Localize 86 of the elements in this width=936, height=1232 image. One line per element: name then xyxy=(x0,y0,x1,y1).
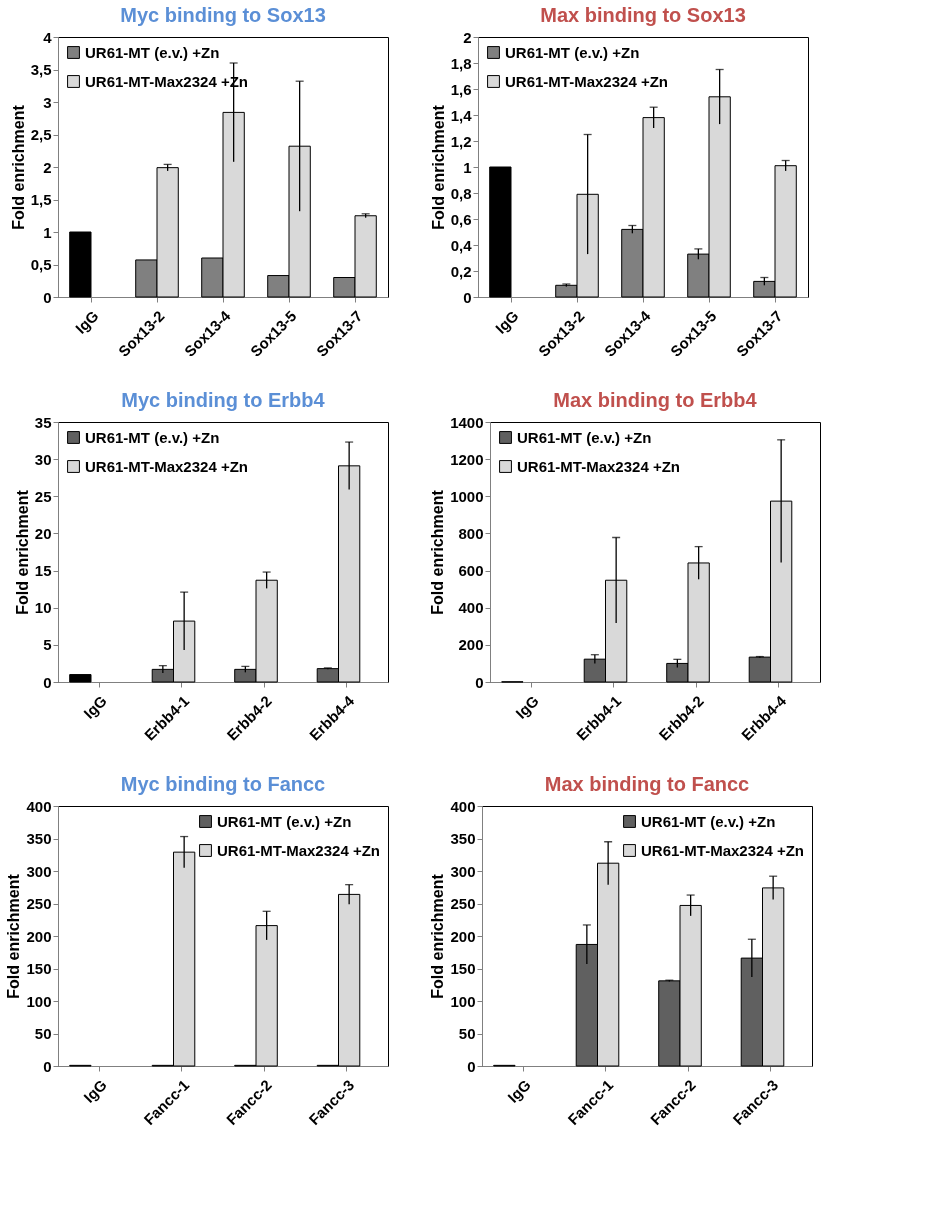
y-tick-label: 10 xyxy=(34,599,52,617)
legend-label: UR61-MT (e.v.) +Zn xyxy=(85,428,220,446)
y-tick-label: 0,4 xyxy=(450,236,473,254)
y-tick-label: 1000 xyxy=(450,487,484,505)
y-tick-label: 4 xyxy=(43,28,53,46)
legend-label: UR61-MT-Max2324 +Zn xyxy=(641,841,804,859)
x-tick-label: IgG xyxy=(512,692,542,722)
y-tick-label: 15 xyxy=(34,562,52,580)
y-tick-label: 20 xyxy=(34,524,52,542)
y-tick-label: 5 xyxy=(43,636,52,654)
y-tick-label: 2 xyxy=(463,28,472,46)
legend-label: UR61-MT (e.v.) +Zn xyxy=(85,43,220,61)
y-axis-title: Fold enrichment xyxy=(13,489,31,615)
legend-label: UR61-MT-Max2324 +Zn xyxy=(85,457,248,475)
x-tick-label: IgG xyxy=(491,307,522,337)
y-tick-label: 150 xyxy=(450,960,476,977)
y-axis-title: Fold enrichment xyxy=(429,489,447,615)
y-tick-label: 600 xyxy=(458,562,484,580)
y-tick-label: 1,6 xyxy=(450,80,472,98)
y-tick-label: 100 xyxy=(26,992,52,1010)
y-tick-label: 3,5 xyxy=(30,61,52,78)
legend-label: UR61-MT-Max2324 +Zn xyxy=(517,457,680,475)
y-tick-label: 300 xyxy=(450,862,476,880)
y-tick-label: 0,8 xyxy=(450,184,472,202)
chart-title: Myc binding to Fancc xyxy=(120,773,326,795)
y-tick-label: 3 xyxy=(43,93,52,111)
chart-title: Max binding to Fancc xyxy=(544,773,750,795)
y-tick-label: 350 xyxy=(26,830,52,847)
y-tick-label: 1 xyxy=(43,223,52,241)
y-tick-label: 100 xyxy=(450,992,476,1010)
y-tick-label: 800 xyxy=(458,524,484,542)
y-tick-label: 150 xyxy=(26,960,52,977)
y-tick-label: 0 xyxy=(43,1057,52,1075)
y-axis-title: Fold enrichment xyxy=(9,104,27,230)
x-tick-label: IgG xyxy=(80,1076,110,1106)
y-axis-title: Fold enrichment xyxy=(429,873,447,999)
y-tick-label: 0 xyxy=(475,673,484,691)
legend-label: UR61-MT-Max2324 +Zn xyxy=(505,72,668,90)
y-tick-label: 0,2 xyxy=(450,262,472,280)
y-tick-label: 1,2 xyxy=(450,132,472,150)
y-tick-label: 50 xyxy=(34,1025,52,1042)
y-tick-label: 1 xyxy=(463,158,472,176)
x-tick-label: IgG xyxy=(80,692,110,722)
y-tick-label: 2 xyxy=(43,158,52,176)
y-tick-label: 250 xyxy=(450,895,476,912)
y-tick-label: 35 xyxy=(34,413,52,431)
y-tick-label: 400 xyxy=(450,797,476,815)
y-tick-label: 0 xyxy=(463,288,472,306)
y-axis-title: Fold enrichment xyxy=(429,104,447,230)
legend-label: UR61-MT (e.v.) +Zn xyxy=(517,428,652,446)
legend-label: UR61-MT-Max2324 +Zn xyxy=(217,841,380,859)
y-tick-label: 1,4 xyxy=(450,106,473,124)
x-tick-label: IgG xyxy=(71,307,102,337)
chart-title: Max binding to Erbb4 xyxy=(553,389,758,411)
legend-label: UR61-MT (e.v.) +Zn xyxy=(505,43,640,61)
y-tick-label: 350 xyxy=(450,830,476,847)
bar xyxy=(69,674,92,683)
y-tick-label: 300 xyxy=(26,862,52,880)
y-tick-label: 400 xyxy=(458,599,484,617)
bar xyxy=(489,166,512,298)
y-tick-label: 0,6 xyxy=(450,210,472,228)
y-tick-label: 200 xyxy=(458,636,484,654)
y-tick-label: 0 xyxy=(43,288,52,306)
y-tick-label: 200 xyxy=(26,927,52,945)
y-axis-title: Fold enrichment xyxy=(5,873,23,999)
y-tick-label: 1400 xyxy=(450,413,484,431)
y-tick-label: 400 xyxy=(26,797,52,815)
chart-title: Myc binding to Sox13 xyxy=(120,4,326,26)
y-tick-label: 50 xyxy=(458,1025,476,1042)
y-tick-label: 0,5 xyxy=(30,256,52,273)
legend-label: UR61-MT (e.v.) +Zn xyxy=(217,812,352,830)
y-tick-label: 30 xyxy=(34,450,52,468)
chart-title: Myc binding to Erbb4 xyxy=(121,389,326,411)
chart-title: Max binding to Sox13 xyxy=(540,4,746,26)
y-tick-label: 200 xyxy=(450,927,476,945)
y-tick-label: 2,5 xyxy=(30,126,52,143)
y-tick-label: 0 xyxy=(43,673,52,691)
y-tick-label: 1,5 xyxy=(30,191,52,208)
y-tick-label: 250 xyxy=(26,895,52,912)
y-tick-label: 0 xyxy=(467,1057,476,1075)
bar xyxy=(69,231,92,298)
y-tick-label: 25 xyxy=(34,487,52,505)
y-tick-label: 1200 xyxy=(450,450,484,468)
x-tick-label: IgG xyxy=(504,1076,534,1106)
legend-label: UR61-MT (e.v.) +Zn xyxy=(641,812,776,830)
y-tick-label: 1,8 xyxy=(450,54,472,72)
